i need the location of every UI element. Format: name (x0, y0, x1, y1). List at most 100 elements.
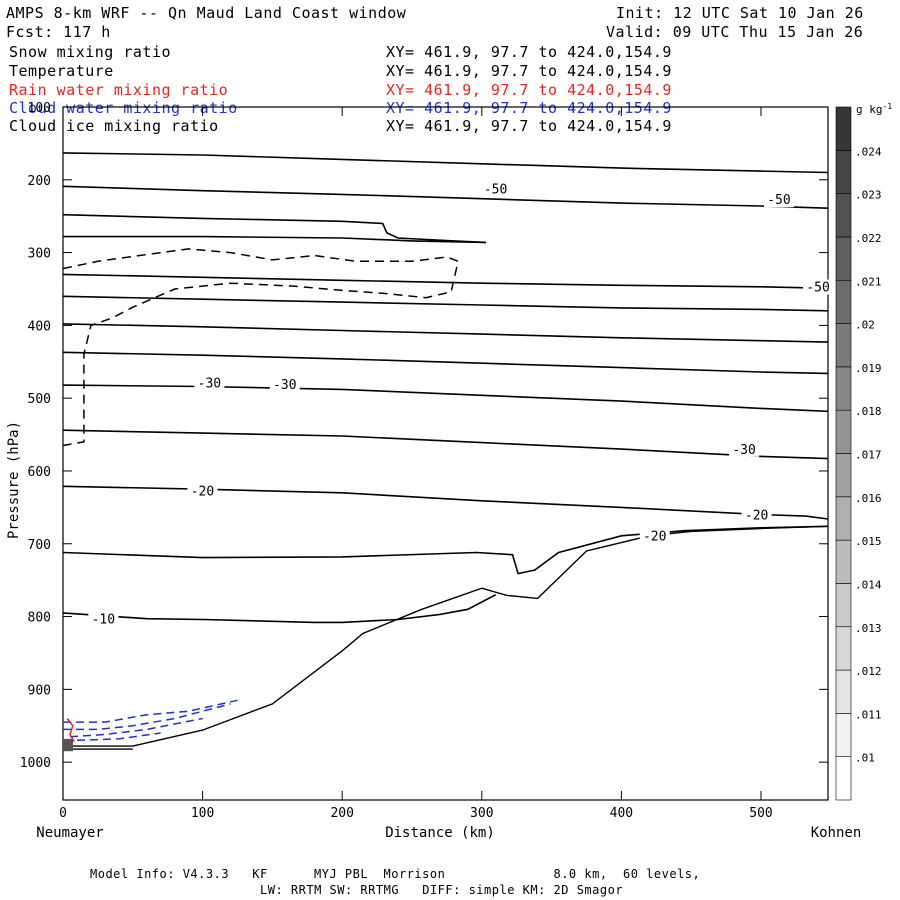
contour-label-bg (763, 192, 794, 208)
colorbar-label: .011 (855, 708, 882, 721)
colorbar-bin (835, 323, 852, 368)
colorbar-label: .017 (855, 449, 882, 462)
contour-label-bg (639, 528, 670, 544)
colorbar-label: .015 (855, 535, 882, 548)
colorbar-label: .02 (855, 319, 875, 332)
y-tick-label: 300 (28, 247, 51, 262)
colorbar-bin (835, 626, 852, 671)
x-tick-label: 300 (470, 806, 493, 821)
x-tick-label: 100 (191, 806, 214, 821)
colorbar-bin (835, 409, 852, 454)
temperature-isotherm (62, 485, 829, 520)
x-tick-label: 500 (749, 806, 772, 821)
field-xy: XY= 461.9, 97.7 to 424.0,154.9 (386, 117, 672, 135)
contour-label-bg (741, 507, 772, 523)
colorbar-label: .01 (855, 752, 875, 765)
x-axis-label: Distance (km) (385, 825, 495, 841)
snow-shading (63, 738, 73, 752)
y-tick-label: 200 (28, 174, 51, 189)
contour-label-bg (88, 611, 119, 627)
colorbar-bin (835, 669, 852, 714)
field-xy: XY= 461.9, 97.7 to 424.0,154.9 (386, 43, 672, 61)
colorbar-label: .012 (855, 665, 882, 678)
chart-title: AMPS 8-km WRF -- Qn Maud Land Coast wind… (6, 4, 407, 22)
colorbar-bin (835, 496, 852, 541)
isotherm-label: -50 (806, 281, 829, 296)
x-tick-label: 400 (610, 806, 633, 821)
colorbar-bin (835, 106, 852, 151)
field-name: Snow mixing ratio (9, 43, 172, 61)
colorbar-label: .014 (855, 578, 882, 591)
contour-label-bg (729, 441, 760, 457)
right-endpoint-label: Kohnen (811, 825, 862, 841)
rain-water-contour (66, 718, 75, 743)
colorbar-label: .024 (855, 145, 882, 158)
temperature-isotherm (62, 213, 487, 244)
colorbar-bin (835, 279, 852, 324)
colorbar-label: .019 (855, 362, 882, 375)
isotherm-label: -50 (767, 193, 790, 208)
isotherm-label: -20 (745, 508, 768, 523)
colorbar-label: .018 (855, 405, 882, 418)
isotherm-label: -10 (92, 612, 115, 627)
field-xy: XY= 461.9, 97.7 to 424.0,154.9 (386, 99, 672, 117)
contour-label-bg (194, 375, 225, 391)
temperature-isotherm (62, 351, 829, 375)
colorbar-label: .021 (855, 275, 882, 288)
y-tick-label: 600 (28, 465, 51, 480)
left-endpoint-label: Neumayer (36, 825, 103, 841)
colorbar-unit: g kg-1 (856, 102, 892, 116)
isotherm-label: -30 (273, 378, 296, 393)
contour-label-bg (187, 483, 218, 499)
temperature-isotherm (62, 323, 829, 343)
cloud-water-contour (76, 732, 161, 742)
y-tick-label: 900 (28, 683, 51, 698)
temperature-isotherm (62, 593, 497, 624)
isotherm-label: -20 (191, 484, 214, 499)
y-tick-label: 400 (28, 319, 51, 334)
y-tick-label: 700 (28, 538, 51, 553)
x-tick-label: 200 (330, 806, 353, 821)
y-tick-label: 500 (28, 392, 51, 407)
snow-mixing-ratio-contour (62, 248, 459, 447)
temperature-isotherm (62, 295, 829, 312)
field-name: Cloud water mixing ratio (9, 99, 238, 117)
model-info: Model Info: V4.3.3 KF MYJ PBL Morrison 8… (90, 867, 701, 881)
y-tick-label: 1000 (20, 756, 51, 771)
colorbar-bin (835, 193, 852, 238)
contour-label-bg (803, 279, 834, 295)
isotherm-label: -50 (484, 182, 507, 197)
colorbar-bin (835, 756, 852, 801)
y-axis-label: Pressure (hPa) (6, 421, 22, 539)
terrain-profile (63, 525, 829, 747)
temperature-isotherm (62, 273, 829, 290)
field-name: Cloud ice mixing ratio (9, 117, 219, 135)
temperature-isotherm (62, 429, 829, 460)
valid-time: Valid: 09 UTC Thu 15 Jan 26 (606, 23, 864, 41)
temperature-isotherm (63, 235, 487, 244)
field-xy: XY= 461.9, 97.7 to 424.0,154.9 (386, 62, 672, 80)
init-time: Init: 12 UTC Sat 10 Jan 26 (616, 4, 864, 22)
colorbar-bin (835, 366, 852, 411)
colorbar-bin (835, 453, 852, 498)
y-tick-label: 100 (28, 101, 51, 116)
colorbar-label: .023 (855, 189, 882, 202)
colorbar-label: .022 (855, 232, 882, 245)
colorbar: .01 .011 .012 .013 .014 .015 .016 .017 .018 .019.… (835, 106, 882, 801)
isotherm-label: -30 (732, 443, 755, 458)
cloud-water-contour (63, 699, 238, 723)
colorbar-bin (835, 583, 852, 628)
x-tick-label: 0 (59, 806, 67, 821)
colorbar-bin (835, 539, 852, 584)
plot-frame (62, 106, 829, 801)
temperature-isotherm (62, 384, 829, 413)
plot-layer: 100 200 300 400 500 600 700 800 900 1000 0 100 200 30… (20, 101, 834, 821)
colorbar-label: .013 (855, 622, 882, 635)
isotherm-label: -30 (198, 377, 221, 392)
temperature-isotherm (62, 525, 829, 575)
forecast-hour: Fcst: 117 h (6, 23, 111, 41)
colorbar-bin (835, 713, 852, 757)
contour-label-bg (480, 181, 511, 197)
model-physics: LW: RRTM SW: RRTMG DIFF: simple KM: 2D S… (260, 883, 624, 897)
